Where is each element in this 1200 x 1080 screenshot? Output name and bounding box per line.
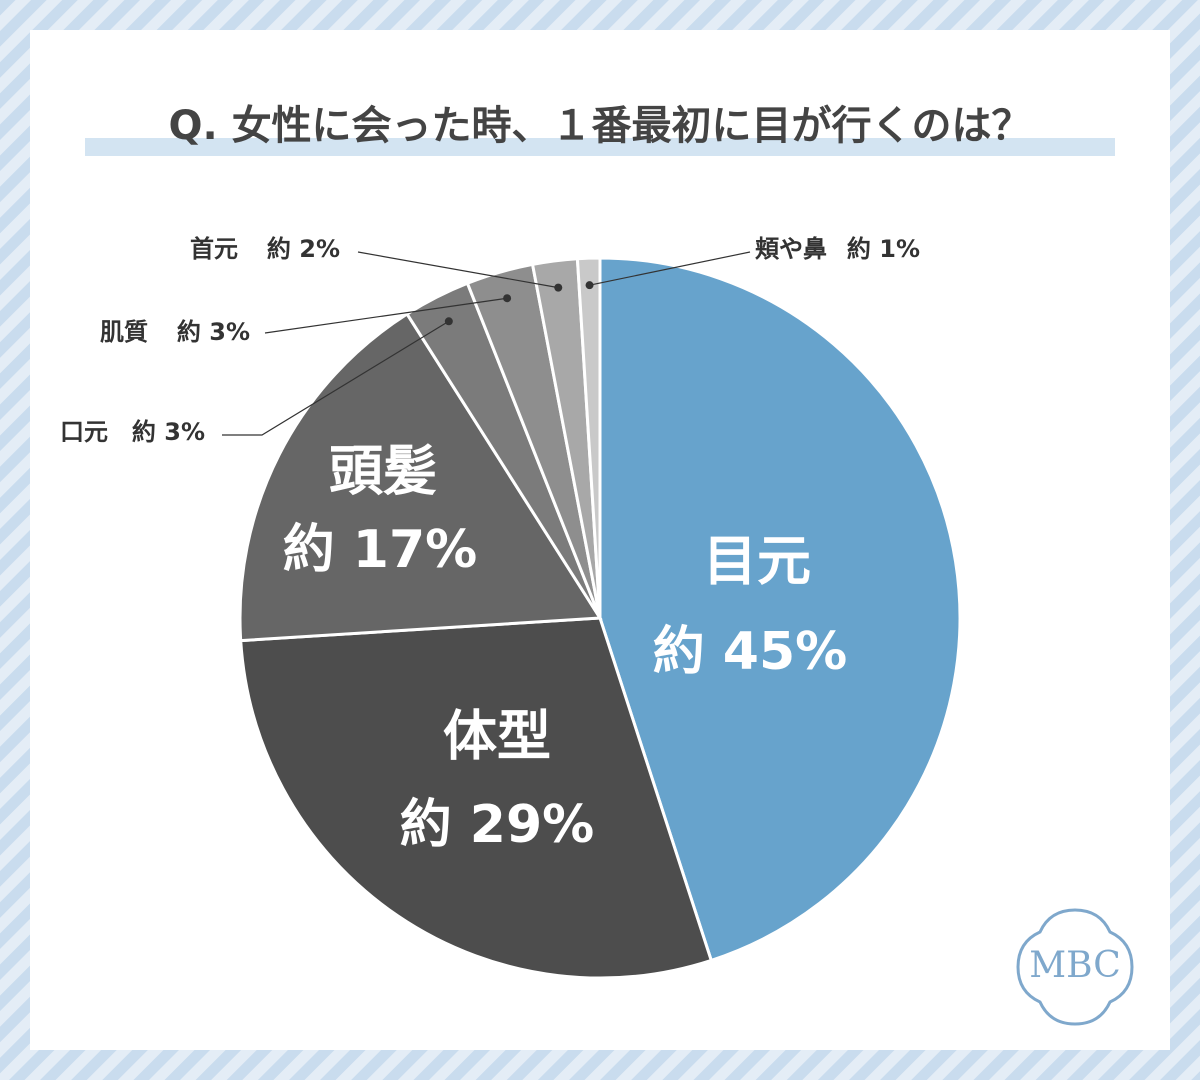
slice-category-label: 首元 (190, 235, 238, 263)
logo-badge: MBC (1016, 908, 1134, 1026)
slice-category-label: 目元 (703, 530, 811, 593)
leader-dot (554, 283, 563, 292)
leader-line (222, 320, 450, 436)
leader-line (357, 251, 559, 289)
logo: MBC (1029, 945, 1121, 986)
slice-value-label: 約 17% (283, 520, 478, 580)
pie-slice (598, 256, 962, 963)
slice-category-label: 頭髪 (329, 440, 437, 503)
slice-category-label: 体型 (443, 705, 551, 768)
leader-dot (503, 294, 512, 303)
slice-category-label: 口元 (60, 418, 108, 446)
leader-dot (585, 281, 594, 290)
slice-value-label: 約 3% (132, 418, 205, 446)
slice-category-label: 肌質 (100, 318, 148, 346)
slice-category-label: 頬や鼻 (755, 235, 827, 263)
leader-line (264, 297, 508, 334)
slice-value-label: 約 1% (847, 235, 920, 263)
slice-value-label: 約 3% (177, 318, 250, 346)
title-underline (85, 138, 1115, 156)
chart-title: Q. 女性に会った時、１番最初に目が行くのは？ (168, 103, 1031, 149)
pie-slice (239, 616, 714, 980)
slice-value-label: 約 2% (267, 235, 340, 263)
slice-value-label: 約 29% (400, 795, 595, 855)
slice-value-label: 約 45% (653, 622, 848, 682)
pie-slice (238, 311, 603, 643)
pie-slice (575, 256, 602, 619)
leader-line (589, 251, 751, 286)
leader-dot (444, 317, 453, 326)
logo-frame (1016, 908, 1134, 1026)
